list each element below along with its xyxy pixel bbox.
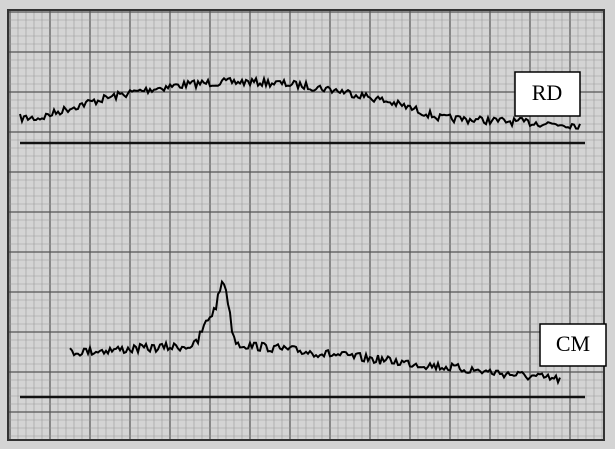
cm-trace <box>69 279 561 386</box>
label-box <box>514 71 581 117</box>
trace-label: CM <box>556 331 590 356</box>
label-box <box>539 323 607 367</box>
paper-border <box>7 9 605 441</box>
rd-trace <box>19 75 581 130</box>
trace-label: RD <box>532 80 563 105</box>
